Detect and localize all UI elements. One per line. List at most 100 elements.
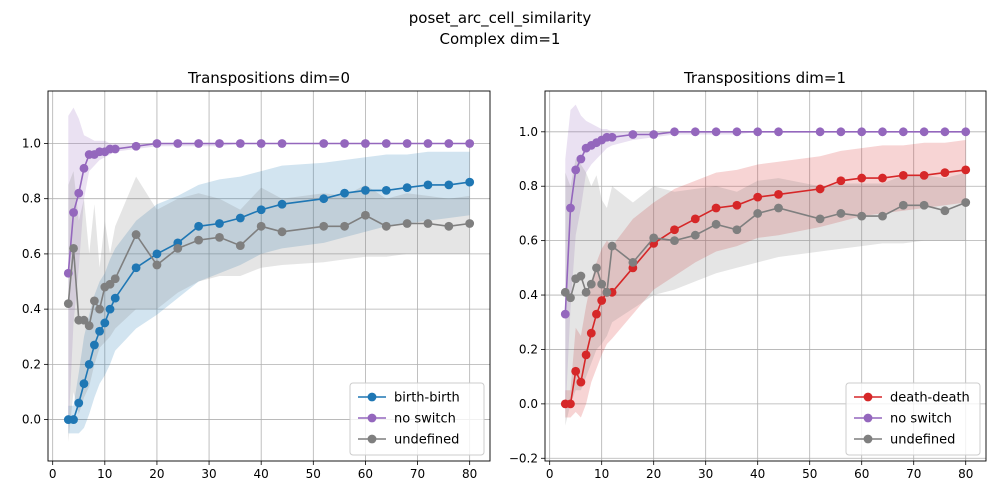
p0-axes-frame [47,90,491,462]
p0-point-0-7 [100,318,110,328]
p0-point-2-9 [110,274,120,284]
p0-ytick-label-2: 0.4 [22,302,41,316]
p0-point-2-21 [381,221,391,231]
p1-xtick-label-60: 60 [854,467,869,481]
p0-legend-marker-1 [367,413,377,423]
p1-point-0-23 [919,170,929,180]
p0-point-0-19 [340,188,349,198]
p0-point-0-23 [423,180,433,190]
p0-point-1-20 [361,139,370,148]
p0-point-2-22 [402,219,412,228]
p1-band-2 [565,159,966,426]
p0-legend-marker-2 [367,434,377,444]
p1-point-1-3 [576,154,586,164]
p1-point-0-13 [690,214,700,224]
p1-point-1-11 [649,130,659,139]
p0-point-2-1 [69,243,78,253]
p1-point-2-1 [566,293,575,303]
p0-point-1-9 [110,144,120,154]
p1-ytick-label-5: 0.8 [519,179,538,193]
p0-point-2-11 [152,260,162,270]
p1-point-1-9 [607,132,617,142]
p0-xtick-label-70: 70 [410,467,425,481]
chart-title-right: Transpositions dim=1 [683,69,846,87]
p1-point-0-1 [566,399,575,409]
chart-panel-left: Transpositions dim=0 0 10 20 30 40 50 60 70 80 0.… [22,69,491,481]
p1-legend-box [845,382,981,456]
p1-point-2-13 [690,230,700,240]
p1-point-1-10 [628,130,638,139]
p0-point-2-6 [95,304,105,314]
p0-point-1-12 [173,139,183,148]
p1-point-0-24 [940,168,950,178]
p1-point-1-23 [919,127,929,137]
p0-xtick-label-40: 40 [254,467,269,481]
p1-band-0 [565,140,966,418]
p1-point-2-11 [649,233,659,243]
p0-point-0-3 [79,379,89,389]
p1-point-0-12 [670,225,679,235]
p1-point-1-13 [690,127,700,137]
p0-point-0-10 [131,263,141,273]
p1-point-1-2 [571,165,581,175]
p0-point-2-20 [361,210,370,220]
p0-point-0-13 [194,221,204,231]
p0-ytick-label-0: 0.0 [22,413,41,427]
p1-point-2-20 [857,211,867,221]
p0-point-0-8 [105,304,115,314]
p0-point-1-2 [74,188,84,198]
p0-point-2-8 [105,279,115,289]
p0-xtick-label-80: 80 [462,467,477,481]
p1-point-2-16 [753,209,763,218]
p0-point-1-13 [194,139,204,148]
p0-point-2-10 [131,230,141,239]
p1-legend-label-1: no switch [890,412,952,427]
p0-band-0 [68,151,470,434]
p1-point-2-3 [576,271,586,281]
p1-point-1-22 [898,127,908,137]
p0-legend-box [349,382,485,456]
p1-point-2-6 [592,263,601,273]
p1-point-1-21 [878,127,887,137]
p0-point-2-17 [277,227,287,237]
p0-point-0-18 [319,194,329,204]
p0-xtick-label-50: 50 [306,467,321,481]
p0-point-0-2 [74,398,84,408]
p0-point-1-23 [423,139,433,148]
p0-point-2-24 [444,221,454,231]
p0-legend-label-0: birth-birth [394,391,460,406]
p0-point-1-22 [402,139,412,148]
p0-point-1-14 [215,139,224,148]
p0-point-0-9 [110,293,120,303]
p0-point-0-15 [235,213,245,223]
p0-point-2-23 [423,219,433,228]
p0-point-1-10 [131,141,141,151]
suptitle-line2: Complex dim=1 [440,30,561,48]
p0-point-0-24 [444,180,454,190]
p1-point-0-2 [571,366,581,376]
p1-ytick-label-3: 0.4 [519,288,538,302]
p1-point-2-7 [597,279,607,289]
p0-point-2-13 [194,235,204,245]
p0-point-2-14 [215,232,224,242]
p1-point-2-12 [670,236,679,246]
p0-point-2-16 [256,221,266,231]
p1-point-0-6 [592,309,601,319]
p0-point-1-15 [235,139,245,148]
p1-point-2-18 [815,214,825,224]
p1-legend-label-0: death-death [890,391,970,406]
p1-point-0-17 [774,189,783,199]
p1-point-1-19 [836,127,846,137]
p0-point-0-14 [215,219,224,228]
p1-point-1-16 [753,127,763,137]
p1-point-2-4 [581,287,591,297]
p0-ytick-label-5: 1.0 [22,136,41,150]
p1-point-0-25 [961,165,971,175]
p0-legend-label-1: no switch [394,412,456,427]
p0-ytick-label-4: 0.8 [22,192,41,206]
p1-legend-marker-0 [863,392,873,402]
p0-point-1-21 [381,139,391,148]
p1-point-0-18 [815,184,825,194]
p0-point-2-5 [89,296,99,306]
